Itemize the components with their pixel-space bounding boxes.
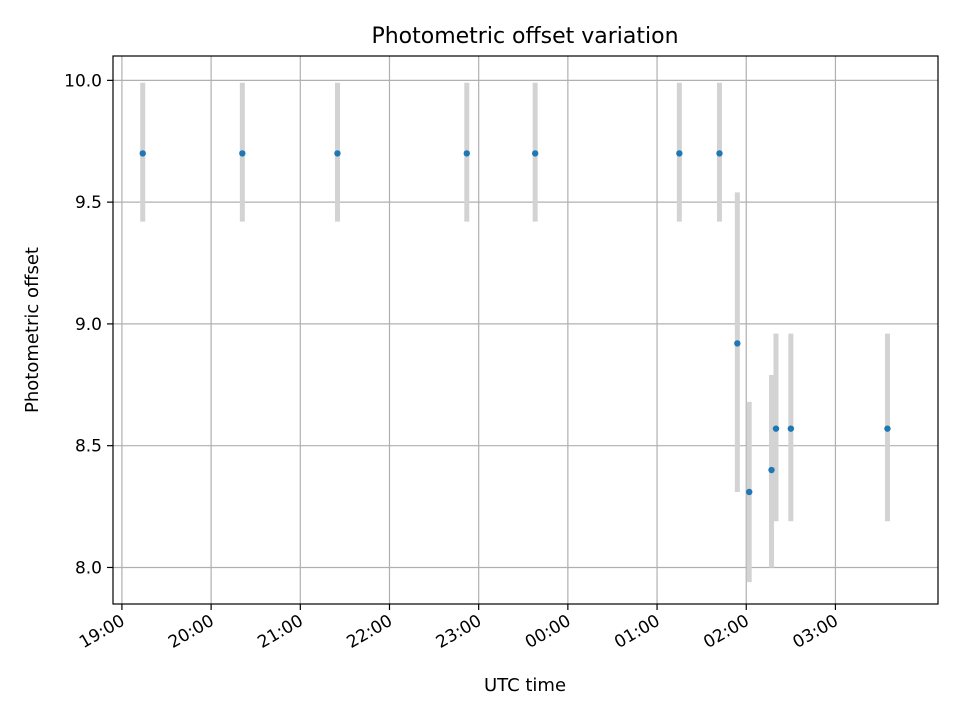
data-point: [746, 488, 753, 496]
x-tick-label: 03:00: [789, 611, 841, 653]
y-axis: 8.0 8.5 9.0 9.5 10.0: [64, 71, 113, 578]
y-tick-label: 8.5: [75, 437, 102, 457]
x-tick-label: 20:00: [165, 611, 217, 653]
data-point: [531, 150, 539, 157]
x-tick-label: 22:00: [344, 611, 396, 653]
grid: [113, 56, 938, 604]
data-point: [239, 150, 246, 157]
data-point: [768, 466, 775, 474]
data-point: [139, 150, 146, 157]
x-tick-label: 00:00: [522, 611, 574, 653]
x-axis-label: UTC time: [484, 675, 566, 696]
y-tick-label: 9.0: [75, 315, 102, 335]
plot-area: [112, 55, 939, 605]
x-axis: 19:00 20:00 21:00 22:00 23:00 00:00 01:00 02:00…: [76, 604, 842, 653]
y-tick-label: 9.5: [75, 193, 102, 213]
data-points: [139, 150, 891, 496]
data-point: [463, 150, 470, 157]
data-point: [676, 150, 683, 157]
data-point: [716, 150, 723, 157]
x-tick-label: 23:00: [433, 611, 485, 653]
y-tick-label: 8.0: [75, 558, 102, 578]
y-tick-label: 10.0: [64, 71, 102, 91]
data-point: [884, 425, 891, 432]
data-point: [787, 425, 795, 432]
x-tick-label: 21:00: [254, 611, 306, 653]
x-tick-label: 01:00: [611, 611, 663, 653]
x-tick-label: 02:00: [700, 611, 752, 653]
x-tick-label: 19:00: [76, 611, 128, 653]
chart-title: Photometric offset variation: [371, 24, 678, 49]
y-axis-label: Photometric offset: [22, 247, 43, 413]
error-bars: [140, 82, 890, 583]
data-point: [772, 425, 780, 432]
data-point: [334, 150, 341, 157]
data-point: [734, 340, 741, 347]
